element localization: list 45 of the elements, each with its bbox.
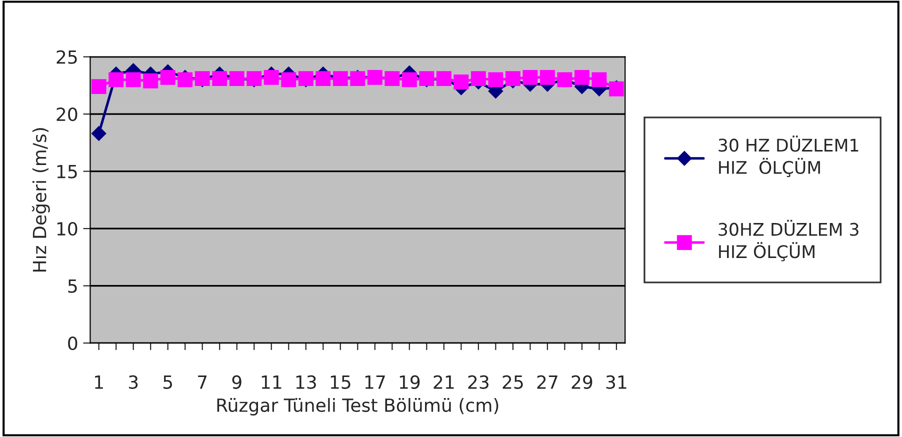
x-tick-label: 9 xyxy=(232,375,242,389)
point xyxy=(316,71,331,86)
x-tick-label: 31 xyxy=(606,375,626,389)
x-tick-label: 23 xyxy=(468,375,488,389)
point xyxy=(160,70,176,85)
y-axis-title: Hız Değeri (m/s) xyxy=(32,128,50,272)
point xyxy=(126,72,141,88)
x-axis-title: Rüzgar Tüneli Test Bölümü (cm) xyxy=(217,398,498,416)
point xyxy=(454,74,469,90)
point xyxy=(178,72,193,88)
y-tick-label: 15 xyxy=(57,165,77,178)
x-tick-label: 25 xyxy=(502,375,523,389)
x-tick-label: 19 xyxy=(400,375,420,389)
point xyxy=(488,72,504,88)
point xyxy=(212,71,228,86)
legend-label: 30HZ DÜZLEM 3 HIZ ÖLÇÜM xyxy=(718,220,858,262)
point xyxy=(108,72,124,88)
point xyxy=(470,71,486,86)
y-tick-label: 0 xyxy=(68,336,78,350)
point xyxy=(91,79,106,94)
point xyxy=(592,72,607,88)
point xyxy=(522,70,538,85)
x-tick-label: 7 xyxy=(198,376,207,389)
point xyxy=(264,70,279,85)
y-tick-label: 20 xyxy=(56,108,78,122)
x-tick-label: 21 xyxy=(434,375,454,389)
point xyxy=(143,73,158,88)
x-tick-label: 3 xyxy=(128,375,138,389)
x-tick-label: 1 xyxy=(95,376,103,389)
x-tick-label: 5 xyxy=(163,376,172,389)
point xyxy=(540,70,555,85)
point xyxy=(402,72,417,88)
y-tick-label: 25 xyxy=(56,50,77,64)
x-tick-label: 13 xyxy=(296,375,316,389)
x-tick-label: 17 xyxy=(365,376,385,389)
point xyxy=(574,70,590,85)
legend-label: 30 HZ DÜZLEM1 HIZ ÖLÇÜM xyxy=(718,136,858,178)
x-tick-label: 15 xyxy=(330,376,350,389)
y-tick-label: 10 xyxy=(57,222,78,236)
x-tick-label: 27 xyxy=(537,375,558,389)
point xyxy=(281,72,296,88)
y-tick-label: 5 xyxy=(68,279,77,293)
point xyxy=(91,126,106,141)
x-tick-label: 29 xyxy=(572,375,592,389)
x-tick-label: 11 xyxy=(262,376,282,389)
